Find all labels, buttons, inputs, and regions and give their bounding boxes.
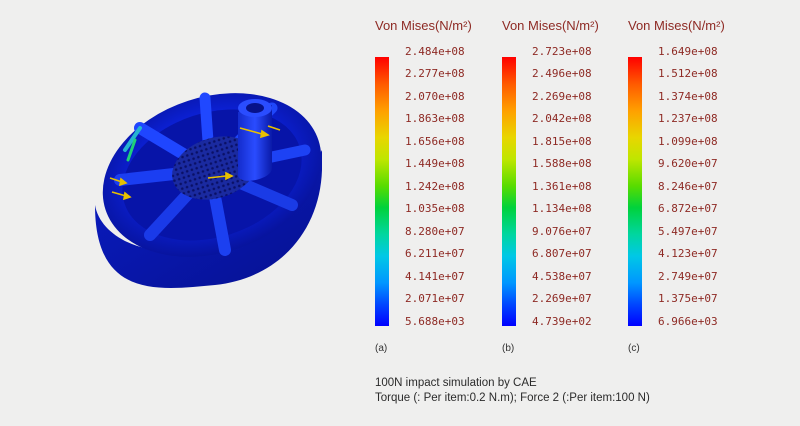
- legend-title: Von Mises(N/m²): [502, 18, 599, 33]
- tick-label: 1.512e+08: [658, 67, 718, 80]
- tick-label: 1.242e+08: [405, 180, 465, 193]
- caption-line-2: Torque (: Per item:0.2 N.m); Force 2 (:P…: [375, 392, 650, 404]
- tick-label: 2.071e+07: [405, 292, 465, 305]
- tick-label: 1.815e+08: [532, 135, 592, 148]
- tick-label: 1.361e+08: [532, 180, 592, 193]
- tick-label: 2.269e+07: [532, 292, 592, 305]
- colorbar: [375, 57, 389, 326]
- tick-label: 1.649e+08: [658, 45, 718, 58]
- tick-label: 4.123e+07: [658, 247, 718, 260]
- tick-label: 1.237e+08: [658, 112, 718, 125]
- tick-label: 1.035e+08: [405, 202, 465, 215]
- tick-label: 4.141e+07: [405, 270, 465, 283]
- legend-b: Von Mises(N/m²) 2.723e+08 2.496e+08 2.26…: [502, 0, 632, 360]
- fea-model-render: [95, 92, 322, 288]
- tick-label: 5.688e+03: [405, 315, 465, 328]
- tick-label: 6.872e+07: [658, 202, 718, 215]
- tick-label: 1.449e+08: [405, 157, 465, 170]
- colorbar: [502, 57, 516, 326]
- subfigure-label: (a): [375, 343, 388, 354]
- tick-label: 9.620e+07: [658, 157, 718, 170]
- tick-label: 2.484e+08: [405, 45, 465, 58]
- caption-line-1: 100N impact simulation by CAE: [375, 377, 537, 389]
- legend-c: Von Mises(N/m²) 1.649e+08 1.512e+08 1.37…: [628, 0, 758, 360]
- tick-label: 5.497e+07: [658, 225, 718, 238]
- legend-a: Von Mises(N/m²) 2.484e+08 2.277e+08 2.07…: [375, 0, 505, 360]
- tick-label: 2.042e+08: [532, 112, 592, 125]
- perforated-hub-plate: [172, 136, 258, 200]
- tick-label: 9.076e+07: [532, 225, 592, 238]
- tick-label: 6.807e+07: [532, 247, 592, 260]
- tick-label: 2.723e+08: [532, 45, 592, 58]
- tick-label: 6.966e+03: [658, 315, 718, 328]
- tick-label: 4.538e+07: [532, 270, 592, 283]
- tick-label: 4.739e+02: [532, 315, 592, 328]
- tick-label: 2.496e+08: [532, 67, 592, 80]
- tick-label: 2.070e+08: [405, 90, 465, 103]
- tick-label: 1.656e+08: [405, 135, 465, 148]
- colorbar: [628, 57, 642, 326]
- tick-label: 1.375e+07: [658, 292, 718, 305]
- tick-label: 1.134e+08: [532, 202, 592, 215]
- load-arrows: [109, 125, 281, 201]
- subfigure-label: (c): [628, 343, 640, 354]
- tick-label: 1.374e+08: [658, 90, 718, 103]
- tick-label: 1.099e+08: [658, 135, 718, 148]
- legend-title: Von Mises(N/m²): [375, 18, 472, 33]
- tick-label: 2.749e+07: [658, 270, 718, 283]
- subfigure-label: (b): [502, 343, 515, 354]
- shaft-hub: [238, 99, 272, 181]
- tick-label: 1.863e+08: [405, 112, 465, 125]
- tick-label: 2.269e+08: [532, 90, 592, 103]
- legend-title: Von Mises(N/m²): [628, 18, 725, 33]
- tick-label: 8.280e+07: [405, 225, 465, 238]
- tick-label: 1.588e+08: [532, 157, 592, 170]
- tick-label: 6.211e+07: [405, 247, 465, 260]
- tick-label: 2.277e+08: [405, 67, 465, 80]
- tick-label: 8.246e+07: [658, 180, 718, 193]
